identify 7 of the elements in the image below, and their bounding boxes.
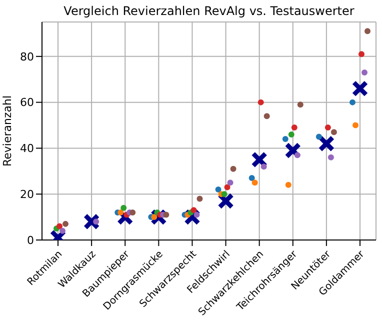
- chart-title: Vergleich Revierzahlen RevAlg vs. Testauswerter: [62, 4, 356, 18]
- y-tick-label: 0: [27, 234, 34, 247]
- y-axis-title: Revieranzahl: [0, 95, 14, 167]
- y-tick-label: 40: [20, 142, 34, 156]
- y-tick-label: 20: [20, 188, 34, 202]
- y-tick-label: 60: [20, 96, 34, 110]
- y-tick-label: 80: [20, 50, 34, 64]
